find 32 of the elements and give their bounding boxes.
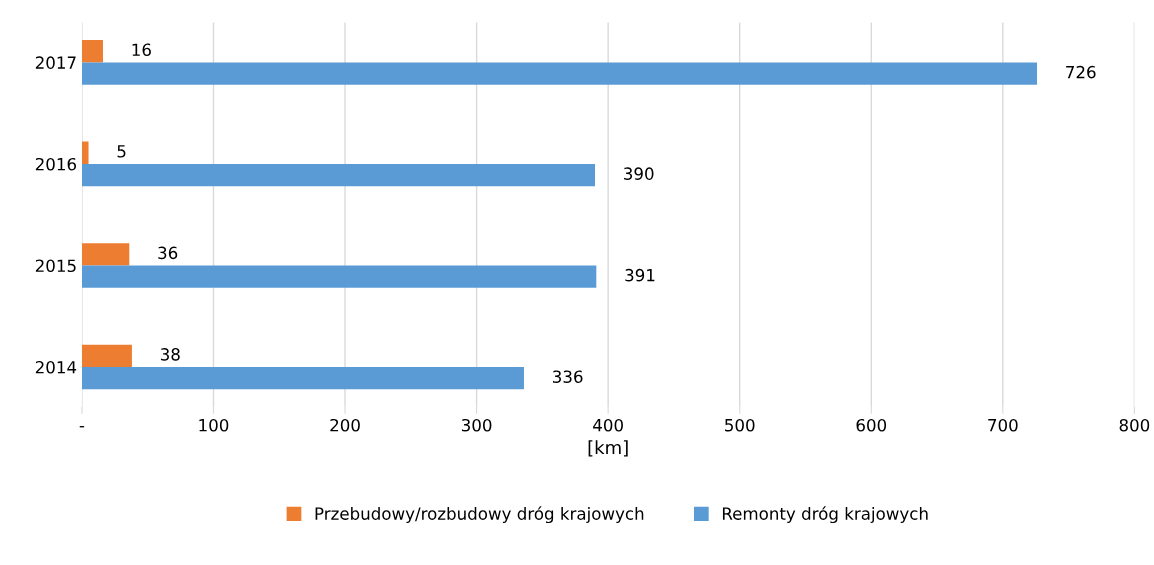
data-label: 336	[553, 370, 583, 383]
x-axis-title: [km]	[588, 440, 628, 457]
y-tick-label: 2016	[35, 157, 77, 171]
y-tick-label: 2015	[35, 259, 76, 273]
data-label: 36	[158, 246, 178, 260]
data-label: 390	[624, 167, 654, 180]
legend-label: Przebudowy/rozbudowy dróg krajowych	[315, 506, 644, 524]
x-tick-label: 100	[199, 418, 229, 432]
x-tick-label: 400	[593, 418, 623, 432]
x-tick-label: 600	[856, 418, 887, 432]
x-tick-label: 800	[1119, 418, 1150, 432]
data-label: 391	[625, 268, 655, 282]
x-tick-label: 200	[330, 418, 360, 432]
x-tick-label: 700	[988, 418, 1018, 432]
data-label: 38	[160, 348, 180, 361]
legend-label: Remonty dróg krajowych	[722, 506, 928, 524]
data-label: 5	[117, 145, 126, 158]
data-label: 726	[1066, 65, 1096, 79]
bar	[81, 367, 524, 390]
bar	[81, 243, 130, 266]
bar	[81, 40, 103, 63]
x-tick-label: 300	[461, 418, 492, 432]
bar	[81, 265, 597, 288]
bar	[81, 163, 595, 187]
y-tick-label: 2014	[35, 360, 77, 374]
y-tick-label: 2017	[35, 56, 76, 69]
x-tick-label: 500	[725, 418, 755, 432]
bar	[81, 141, 89, 164]
x-tick-label: -	[79, 426, 85, 428]
bar	[81, 344, 132, 367]
data-label: 16	[132, 43, 151, 57]
bar	[81, 62, 1038, 85]
